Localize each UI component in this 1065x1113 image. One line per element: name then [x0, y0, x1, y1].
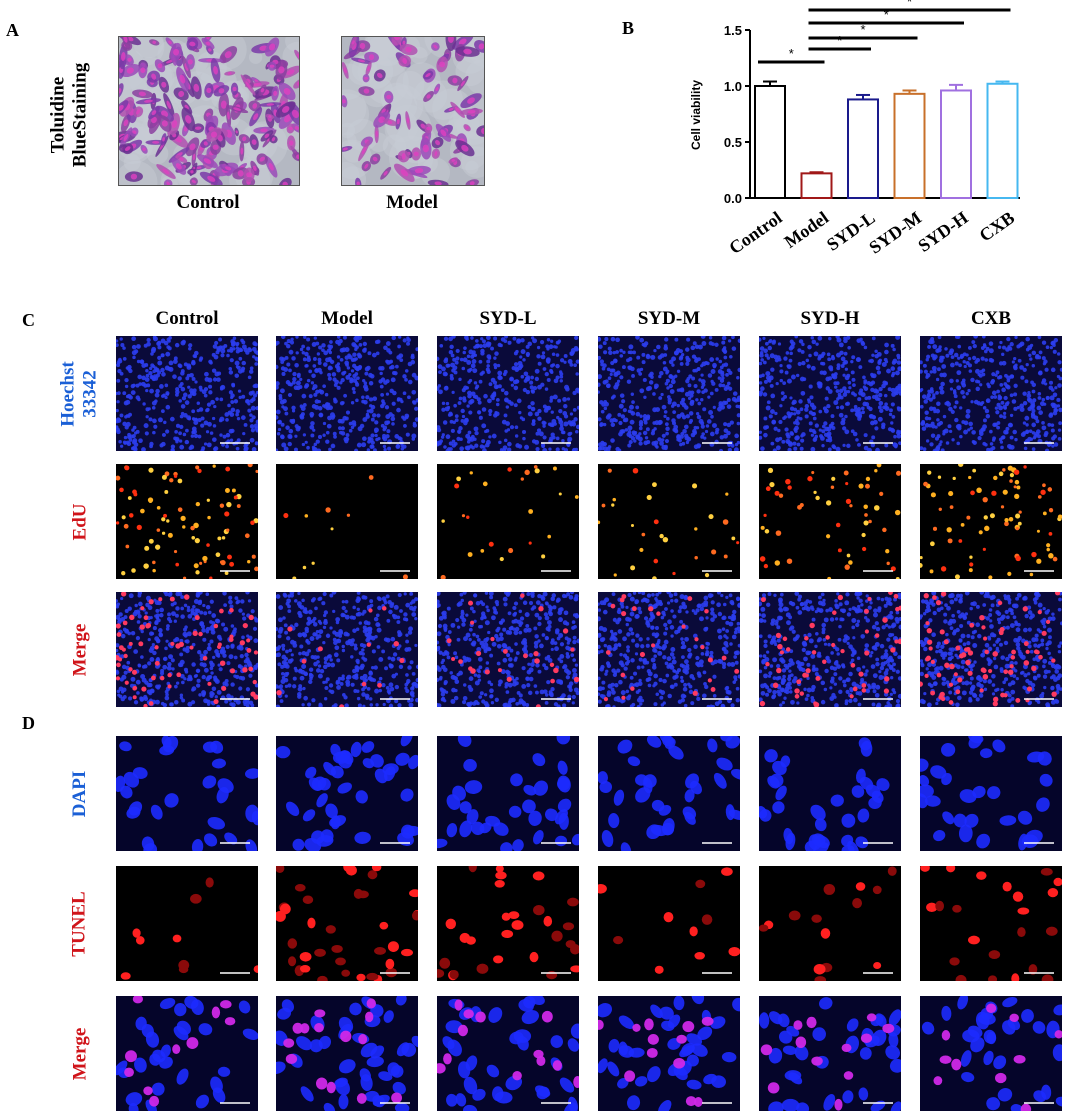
dapi-syd-h-image — [759, 736, 901, 851]
panel-a-caption-model: Model — [386, 192, 438, 213]
dapi-syd-m-image — [598, 736, 740, 851]
bar-model — [800, 172, 833, 199]
bar-control — [754, 85, 786, 199]
hoechst-control-image — [116, 336, 258, 451]
merge-c-cxb-image — [920, 592, 1062, 707]
row-label-merge-c: Merge — [55, 592, 105, 707]
column-head-model: Model — [321, 308, 373, 329]
panel-label-a: A — [6, 20, 19, 40]
merge-c-syd-m-image — [598, 592, 740, 707]
edu-model-image — [276, 464, 418, 579]
bar-syd-h — [940, 89, 972, 199]
x-tick-label: Control — [725, 207, 785, 258]
column-head-syd-h: SYD-H — [800, 308, 860, 329]
x-tick-label: Model — [781, 207, 833, 251]
dapi-syd-l-image — [437, 736, 579, 851]
hoechst-model-image — [276, 336, 418, 451]
x-tick-label: CXB — [976, 207, 1019, 245]
merge-d-model-image — [276, 996, 418, 1111]
bar-syd-l — [847, 98, 879, 199]
significance-star: * — [860, 22, 865, 37]
merge-c-syd-h-image — [759, 592, 901, 707]
y-tick-label: 0.0 — [724, 191, 742, 206]
panel-a-row-label-line2: BlueStaining — [69, 62, 91, 168]
significance-star: * — [907, 0, 912, 9]
hoechst-syd-l-image — [437, 336, 579, 451]
row-label-dapi-text: DAPI — [68, 770, 90, 817]
column-head-cxb: CXB — [970, 308, 1012, 329]
panel-a-row-label-line1: Toluidine — [47, 76, 69, 154]
panel-label-d: D — [22, 713, 35, 733]
merge-d-syd-m-image — [598, 996, 740, 1111]
row-label-edu: EdU — [55, 464, 105, 579]
tunel-control-image — [116, 866, 258, 981]
tunel-syd-l-image — [437, 866, 579, 981]
panel-label-c: C — [22, 310, 35, 330]
hoechst-syd-m-image — [598, 336, 740, 451]
y-tick-label: 0.5 — [724, 135, 742, 150]
row-label-merge-c-text: Merge — [69, 623, 91, 676]
row-label-tunel-text: TUNEL — [69, 890, 90, 957]
row-label-edu-text: EdU — [69, 503, 90, 540]
edu-syd-h-image — [759, 464, 901, 579]
row-label-hoechst: Hoechst 33342 — [55, 336, 105, 451]
row-label-merge-d: Merge — [55, 996, 105, 1111]
merge-d-control-image — [116, 996, 258, 1111]
column-head-syd-l: SYD-L — [479, 308, 537, 329]
row-label-tunel: TUNEL — [55, 866, 105, 981]
merge-c-control-image — [116, 592, 258, 707]
edu-syd-l-image — [437, 464, 579, 579]
tunel-syd-m-image — [598, 866, 740, 981]
panel-a-row-label: Toluidine BlueStaining — [46, 40, 92, 190]
dapi-model-image — [276, 736, 418, 851]
tunel-cxb-image — [920, 866, 1062, 981]
significance-star: * — [884, 7, 889, 22]
edu-cxb-image — [920, 464, 1062, 579]
x-tick-label: SYD-H — [914, 207, 971, 256]
bar-cxb — [986, 82, 1019, 199]
row-label-hoechst-line1: Hoechst — [58, 360, 79, 427]
dapi-cxb-image — [920, 736, 1062, 851]
row-label-dapi: DAPI — [55, 736, 105, 851]
panel-a-caption-control: Control — [176, 192, 240, 213]
significance-star: * — [789, 46, 794, 61]
toluidine-model-image — [341, 36, 485, 186]
edu-control-image — [116, 464, 258, 579]
hoechst-cxb-image — [920, 336, 1062, 451]
hoechst-syd-h-image — [759, 336, 901, 451]
merge-c-model-image — [276, 592, 418, 707]
toluidine-control-image — [118, 36, 300, 186]
tunel-syd-h-image — [759, 866, 901, 981]
panel-label-b: B — [622, 18, 635, 38]
row-label-hoechst-line2: 33342 — [80, 369, 101, 418]
merge-d-cxb-image — [920, 996, 1062, 1111]
y-tick-label: 1.5 — [724, 23, 742, 38]
bar-syd-m — [893, 92, 926, 199]
y-tick-label: 1.0 — [724, 79, 742, 94]
dapi-control-image — [116, 736, 258, 851]
merge-d-syd-l-image — [437, 996, 579, 1111]
tunel-model-image — [276, 866, 418, 981]
row-label-merge-d-text: Merge — [69, 1027, 91, 1080]
merge-d-syd-h-image — [759, 996, 901, 1111]
significance-star: * — [837, 33, 842, 48]
column-head-control: Control — [155, 308, 219, 329]
x-tick-label: SYD-M — [865, 207, 925, 257]
y-axis-title: Cell viability — [689, 80, 703, 150]
column-head-syd-m: SYD-M — [637, 308, 701, 329]
edu-syd-m-image — [598, 464, 740, 579]
merge-c-syd-l-image — [437, 592, 579, 707]
